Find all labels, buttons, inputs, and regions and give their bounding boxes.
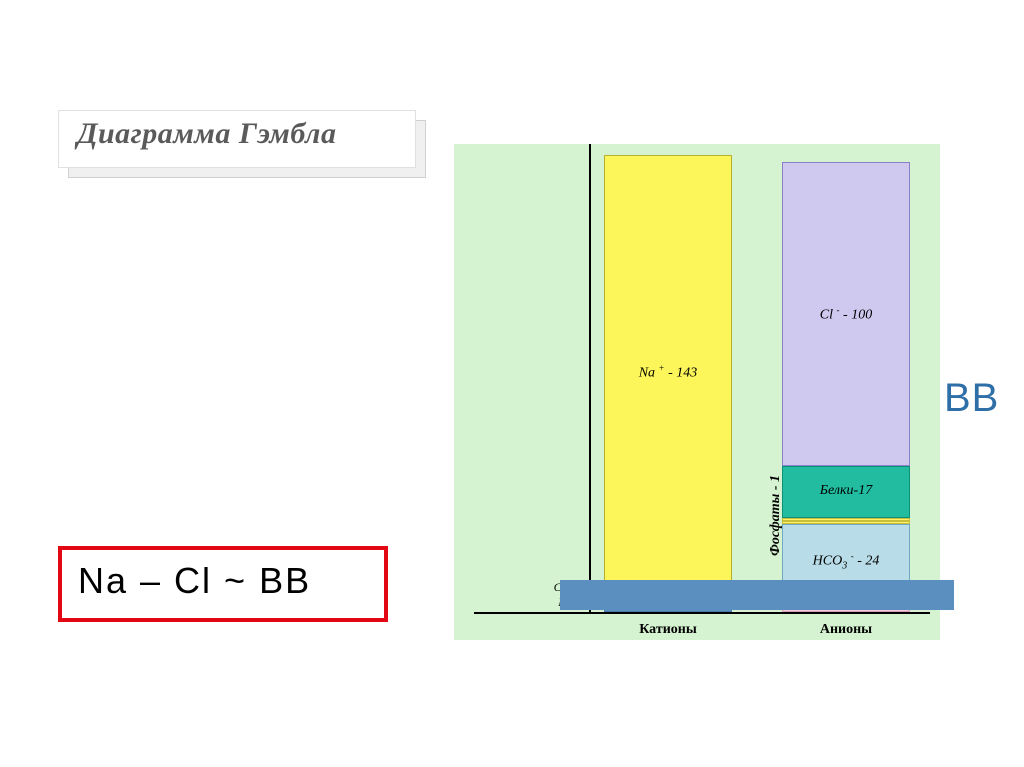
formula-box: Na – Cl ~ BB (58, 546, 388, 622)
segment-label-cl: Cl - - 100 (782, 305, 910, 324)
axis-label-anions: Анионы (782, 622, 910, 638)
bar-segment-po4 (782, 518, 910, 521)
phosphate-vertical-label: Фосфаты - 1 (768, 475, 784, 556)
bar-segment-so4 (782, 521, 910, 524)
segment-label-hco3: HCO3 - - 24 (782, 551, 910, 571)
overlay-strip (560, 580, 954, 610)
segment-label-na: Na + - 143 (604, 363, 732, 382)
formula-text: Na – Cl ~ BB (78, 560, 311, 601)
x-axis (474, 612, 930, 614)
y-axis (589, 144, 591, 612)
slide-stage: Диаграмма Гэмбла Na – Cl ~ BB Na + - 143… (0, 0, 1024, 767)
slide-title: Диаграмма Гэмбла (77, 117, 336, 150)
gamble-chart: Na + - 143HCO3 - - 24Белки-17Cl - - 100M… (454, 144, 940, 640)
axis-label-cations: Катионы (604, 622, 732, 638)
bb-annotation: BB (944, 376, 999, 421)
title-box: Диаграмма Гэмбла (58, 110, 416, 168)
title-container: Диаграмма Гэмбла (58, 110, 426, 178)
segment-label-prot: Белки-17 (782, 483, 910, 499)
